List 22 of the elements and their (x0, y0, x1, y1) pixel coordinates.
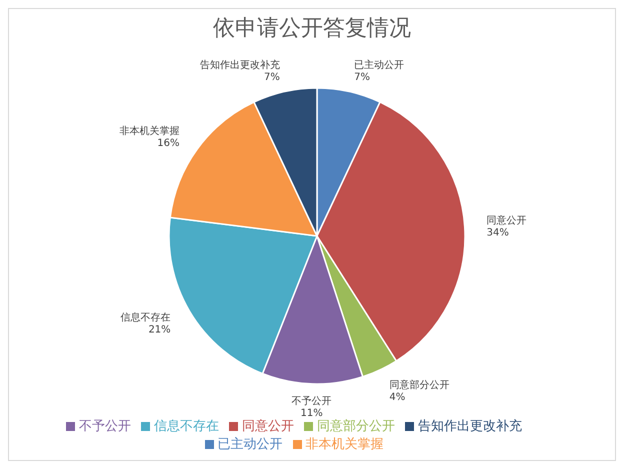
data-label: 16% (157, 138, 180, 150)
data-label: 34% (486, 227, 509, 238)
data-label: 4% (389, 392, 406, 403)
slice-label: 告知作出更改补充 (200, 59, 280, 72)
legend-label: 非本机关掌握 (306, 437, 384, 452)
slice-label: 不予公开 (292, 394, 332, 407)
data-label: 11% (300, 408, 323, 419)
legend-label: 信息不存在 (154, 419, 219, 434)
slice-label: 已主动公开 (354, 59, 404, 72)
data-label: 7% (354, 72, 370, 84)
legend-label: 告知作出更改补充 (418, 419, 522, 434)
legend-label: 同意公开 (242, 419, 294, 434)
slice-label: 信息不存在 (120, 312, 171, 324)
chart-title: 依申请公开答复情况 (212, 15, 412, 43)
slice-label: 非本机关掌握 (119, 125, 180, 138)
data-label: 7% (264, 72, 280, 84)
slice-label: 同意公开 (486, 214, 527, 226)
slice-label: 同意部分公开 (389, 378, 450, 391)
legend-label: 不予公开 (79, 419, 131, 434)
legend-label: 已主动公开 (218, 437, 282, 452)
data-label: 21% (148, 324, 171, 336)
legend-label: 同意部分公开 (317, 419, 395, 434)
